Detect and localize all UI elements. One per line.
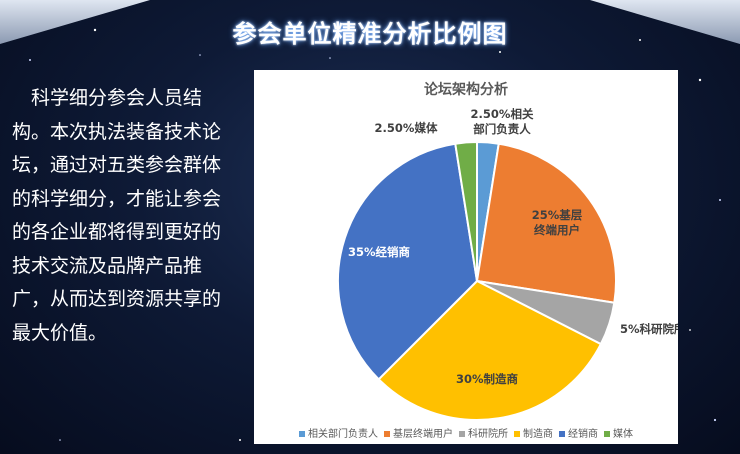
data-label-dealer: 35%经销商 (348, 245, 411, 259)
description-text: 科学细分参会人员结构。本次执法装备技术论坛，通过对五类参会群体的科学细分，才能让… (12, 87, 222, 344)
legend-swatch (559, 431, 565, 437)
data-label-research: 5%科研院所 (620, 322, 678, 336)
legend-label: 科研院所 (468, 429, 508, 440)
chart-panel: 论坛架构分析 2.50%相关部门负责人 25%基层终端用户 5%科研院所 30%制造商… (254, 70, 678, 444)
chart-legend: 相关部门负责人 基层终端用户 科研院所 制造商 经销商 媒体 (254, 425, 678, 440)
pie-slice-dealer (337, 142, 479, 381)
legend-label: 媒体 (613, 429, 633, 440)
legend-swatch (514, 431, 520, 437)
legend-swatch (384, 431, 390, 437)
data-label-manufacturer: 30%制造商 (456, 372, 519, 386)
legend-item-manufacturer: 制造商 (514, 425, 553, 440)
pie-chart: 2.50%相关部门负责人 25%基层终端用户 5%科研院所 30%制造商 35%经销商 2… (337, 107, 678, 421)
legend-swatch (459, 431, 465, 437)
legend-label: 制造商 (523, 429, 553, 440)
legend-swatch (299, 431, 305, 437)
legend-swatch (604, 431, 610, 437)
legend-label: 基层终端用户 (393, 429, 453, 440)
chart-title: 论坛架构分析 (424, 82, 508, 98)
pie-slice-media (454, 140, 478, 282)
legend-item-grassroots-user: 基层终端用户 (384, 425, 453, 440)
pie-slice-manufacturer (377, 279, 603, 421)
page-title: 参会单位精准分析比例图 (232, 20, 508, 48)
data-label-grassroots-user: 25%基层终端用户 (532, 208, 583, 237)
legend-label: 相关部门负责人 (308, 429, 378, 440)
data-label-related-dept: 2.50%相关部门负责人 (471, 107, 534, 136)
legend-item-research: 科研院所 (459, 425, 508, 440)
pie-slice-grassroots-user (475, 142, 617, 304)
data-label-media: 2.50%媒体 (375, 121, 438, 135)
legend-label: 经销商 (568, 429, 598, 440)
legend-item-media: 媒体 (604, 425, 633, 440)
legend-item-related-dept: 相关部门负责人 (299, 425, 378, 440)
legend-item-dealer: 经销商 (559, 425, 598, 440)
